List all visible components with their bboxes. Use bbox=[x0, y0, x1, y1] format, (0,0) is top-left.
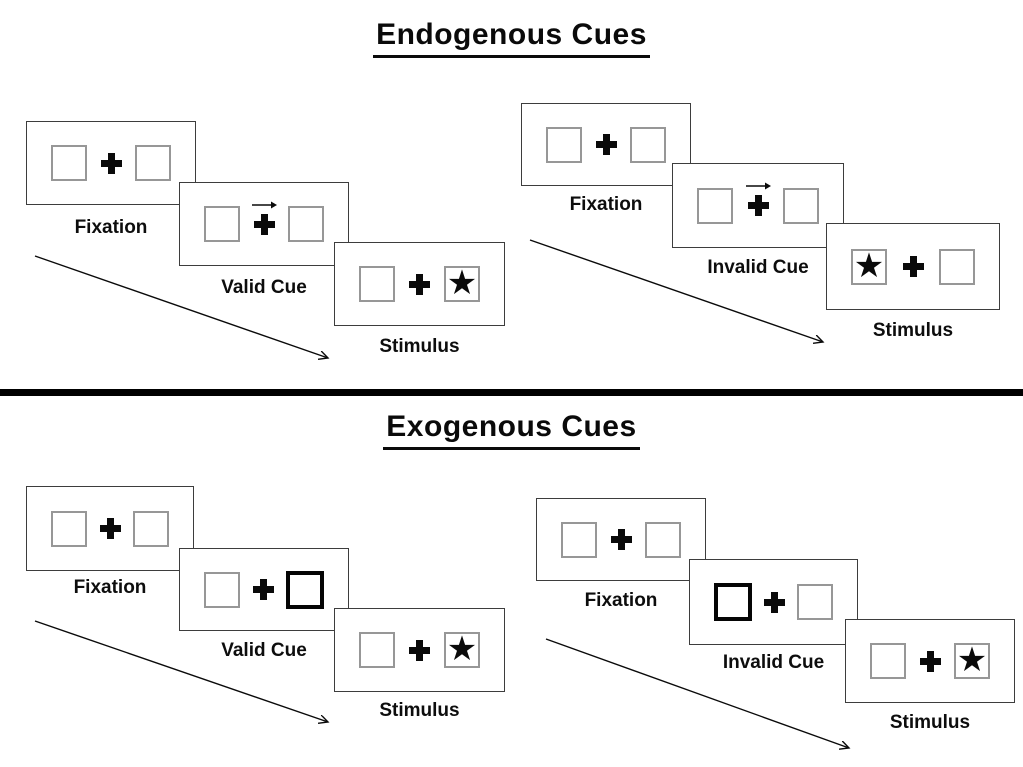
right-box bbox=[939, 248, 975, 285]
panel-label: Valid Cue bbox=[221, 277, 307, 298]
cue-midline bbox=[610, 529, 632, 550]
right-box bbox=[630, 126, 666, 163]
exogenous-cues-title-text: Exogenous Cues bbox=[383, 410, 640, 450]
fixation-cross-icon bbox=[919, 650, 941, 672]
target-star-icon: ★ bbox=[956, 640, 988, 680]
stimulus-panel: ★ bbox=[334, 608, 505, 692]
endogenous-cues-title: Endogenous Cues bbox=[0, 18, 1023, 58]
cue-midline bbox=[252, 579, 274, 600]
panel-label: Valid Cue bbox=[221, 640, 307, 661]
target-star-icon: ★ bbox=[446, 263, 478, 303]
cue-midline bbox=[902, 256, 924, 277]
cue-midline bbox=[746, 182, 771, 216]
cue-highlighted-box bbox=[714, 583, 752, 621]
panel-label: Stimulus bbox=[872, 320, 954, 341]
fixation-cross-icon bbox=[252, 579, 274, 600]
trial-sequence-arrow bbox=[34, 255, 343, 370]
left-box bbox=[204, 571, 240, 608]
panel-label: Invalid Cue bbox=[722, 652, 825, 673]
left-box bbox=[546, 126, 582, 163]
left-box bbox=[870, 643, 906, 679]
target-star-icon: ★ bbox=[446, 629, 478, 669]
fixation-panel bbox=[521, 103, 691, 186]
right-box bbox=[135, 145, 171, 181]
panel-label: Fixation bbox=[584, 590, 658, 611]
cue-highlighted-box bbox=[286, 570, 324, 609]
left-box bbox=[561, 521, 597, 558]
fixation-panel bbox=[536, 498, 706, 581]
left-box bbox=[359, 632, 395, 668]
trial-sequence-arrow bbox=[34, 620, 343, 735]
fixation-panel bbox=[26, 486, 194, 571]
cue-midline bbox=[409, 639, 430, 661]
trial-sequence-arrow bbox=[545, 638, 869, 759]
fixation-cross-icon bbox=[253, 213, 275, 235]
cue-midline bbox=[595, 134, 617, 155]
fixation-cross-icon bbox=[99, 518, 121, 539]
cue-panel bbox=[179, 548, 349, 631]
panel-label: Fixation bbox=[73, 577, 147, 598]
cue-direction-arrow-icon bbox=[746, 182, 771, 190]
fixation-panel bbox=[26, 121, 196, 205]
panel-label: Stimulus bbox=[379, 700, 460, 721]
fixation-cross-icon bbox=[902, 256, 924, 277]
stimulus-panel: ★ bbox=[845, 619, 1015, 703]
section-divider bbox=[0, 389, 1023, 396]
left-box bbox=[51, 510, 87, 547]
target-box: ★ bbox=[954, 643, 990, 679]
right-box bbox=[797, 584, 833, 620]
panel-label: Stimulus bbox=[889, 712, 971, 733]
panel-label: Invalid Cue bbox=[707, 257, 809, 278]
cue-panel bbox=[672, 163, 844, 248]
fixation-cross-icon bbox=[409, 273, 430, 295]
left-box bbox=[697, 187, 733, 224]
right-box bbox=[645, 521, 681, 558]
fixation-cross-icon bbox=[595, 134, 617, 155]
left-box bbox=[51, 145, 87, 181]
cue-midline bbox=[764, 591, 785, 613]
cue-midline bbox=[252, 201, 277, 235]
cue-direction-arrow-icon bbox=[252, 201, 277, 208]
right-box bbox=[133, 510, 169, 547]
fixation-cross-icon bbox=[100, 152, 122, 174]
target-star-icon: ★ bbox=[853, 245, 885, 286]
right-box bbox=[288, 206, 324, 242]
cue-midline bbox=[409, 273, 430, 295]
stimulus-panel: ★ bbox=[334, 242, 505, 326]
panel-label: Stimulus bbox=[379, 336, 460, 357]
trial-sequence-arrow bbox=[529, 239, 838, 354]
fixation-cross-icon bbox=[409, 639, 430, 661]
fixation-cross-icon bbox=[747, 195, 769, 216]
cue-panel bbox=[689, 559, 858, 645]
endogenous-cues-title-text: Endogenous Cues bbox=[373, 18, 650, 58]
target-box: ★ bbox=[444, 632, 480, 668]
panel-label: Fixation bbox=[74, 217, 148, 238]
fixation-cross-icon bbox=[610, 529, 632, 550]
right-box bbox=[783, 187, 819, 224]
cue-panel bbox=[179, 182, 349, 266]
stimulus-panel: ★ bbox=[826, 223, 1000, 310]
panel-label: Fixation bbox=[569, 194, 643, 215]
target-box: ★ bbox=[851, 245, 887, 286]
target-box: ★ bbox=[444, 266, 480, 302]
exogenous-cues-title: Exogenous Cues bbox=[0, 410, 1023, 450]
left-box bbox=[204, 206, 240, 242]
cue-midline bbox=[99, 518, 121, 539]
cue-midline bbox=[919, 650, 941, 672]
left-box bbox=[359, 266, 395, 302]
cue-midline bbox=[100, 152, 122, 174]
fixation-cross-icon bbox=[764, 591, 785, 613]
